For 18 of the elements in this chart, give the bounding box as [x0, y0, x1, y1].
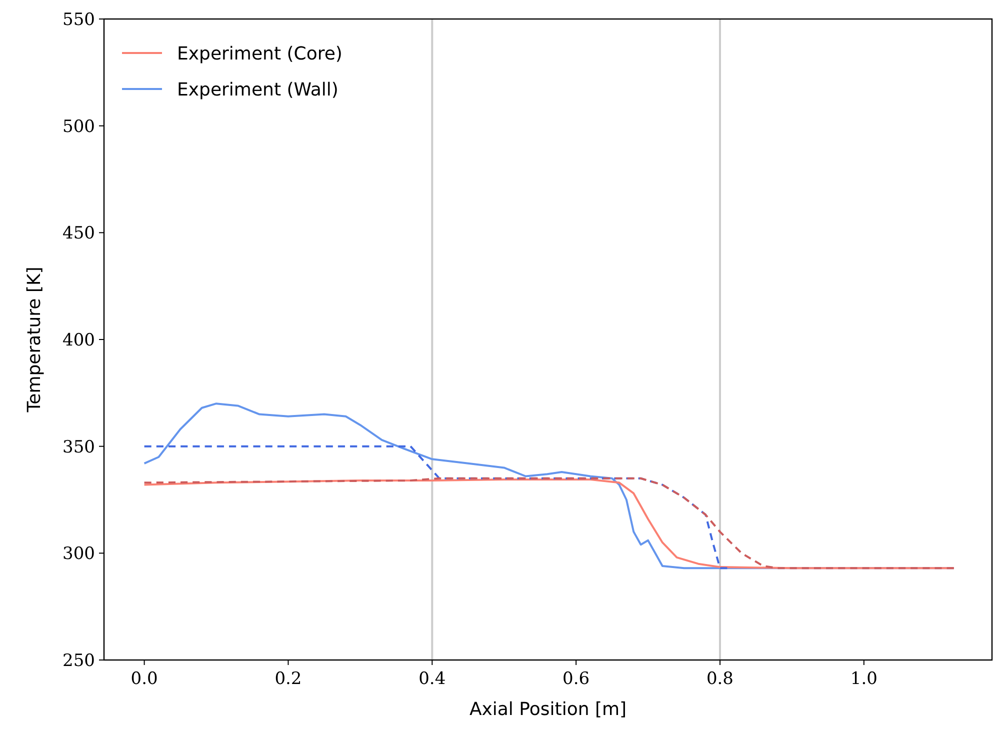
legend-label: Experiment (Core): [177, 43, 342, 64]
y-tick-label: 400: [62, 330, 95, 350]
x-tick-label: 1.0: [850, 669, 878, 689]
y-tick-label: 450: [62, 224, 95, 244]
y-tick-label: 550: [62, 10, 95, 30]
x-tick-label: 0.6: [562, 669, 590, 689]
y-tick-label: 300: [62, 544, 95, 564]
y-tick-label: 250: [62, 650, 95, 671]
line-series: [143, 445, 728, 570]
legend-label: Experiment (Wall): [177, 79, 338, 100]
x-tick-label: 0.2: [274, 669, 302, 689]
x-tick-label: 0.8: [706, 669, 734, 689]
x-tick-label: 0.4: [418, 669, 446, 689]
x-axis-title: Axial Position [m]: [469, 699, 627, 720]
y-tick-label: 350: [62, 437, 95, 458]
y-tick-label: 500: [62, 116, 95, 137]
y-axis-title: Temperature [K]: [24, 266, 45, 414]
x-tick-label: 0.0: [130, 669, 158, 689]
